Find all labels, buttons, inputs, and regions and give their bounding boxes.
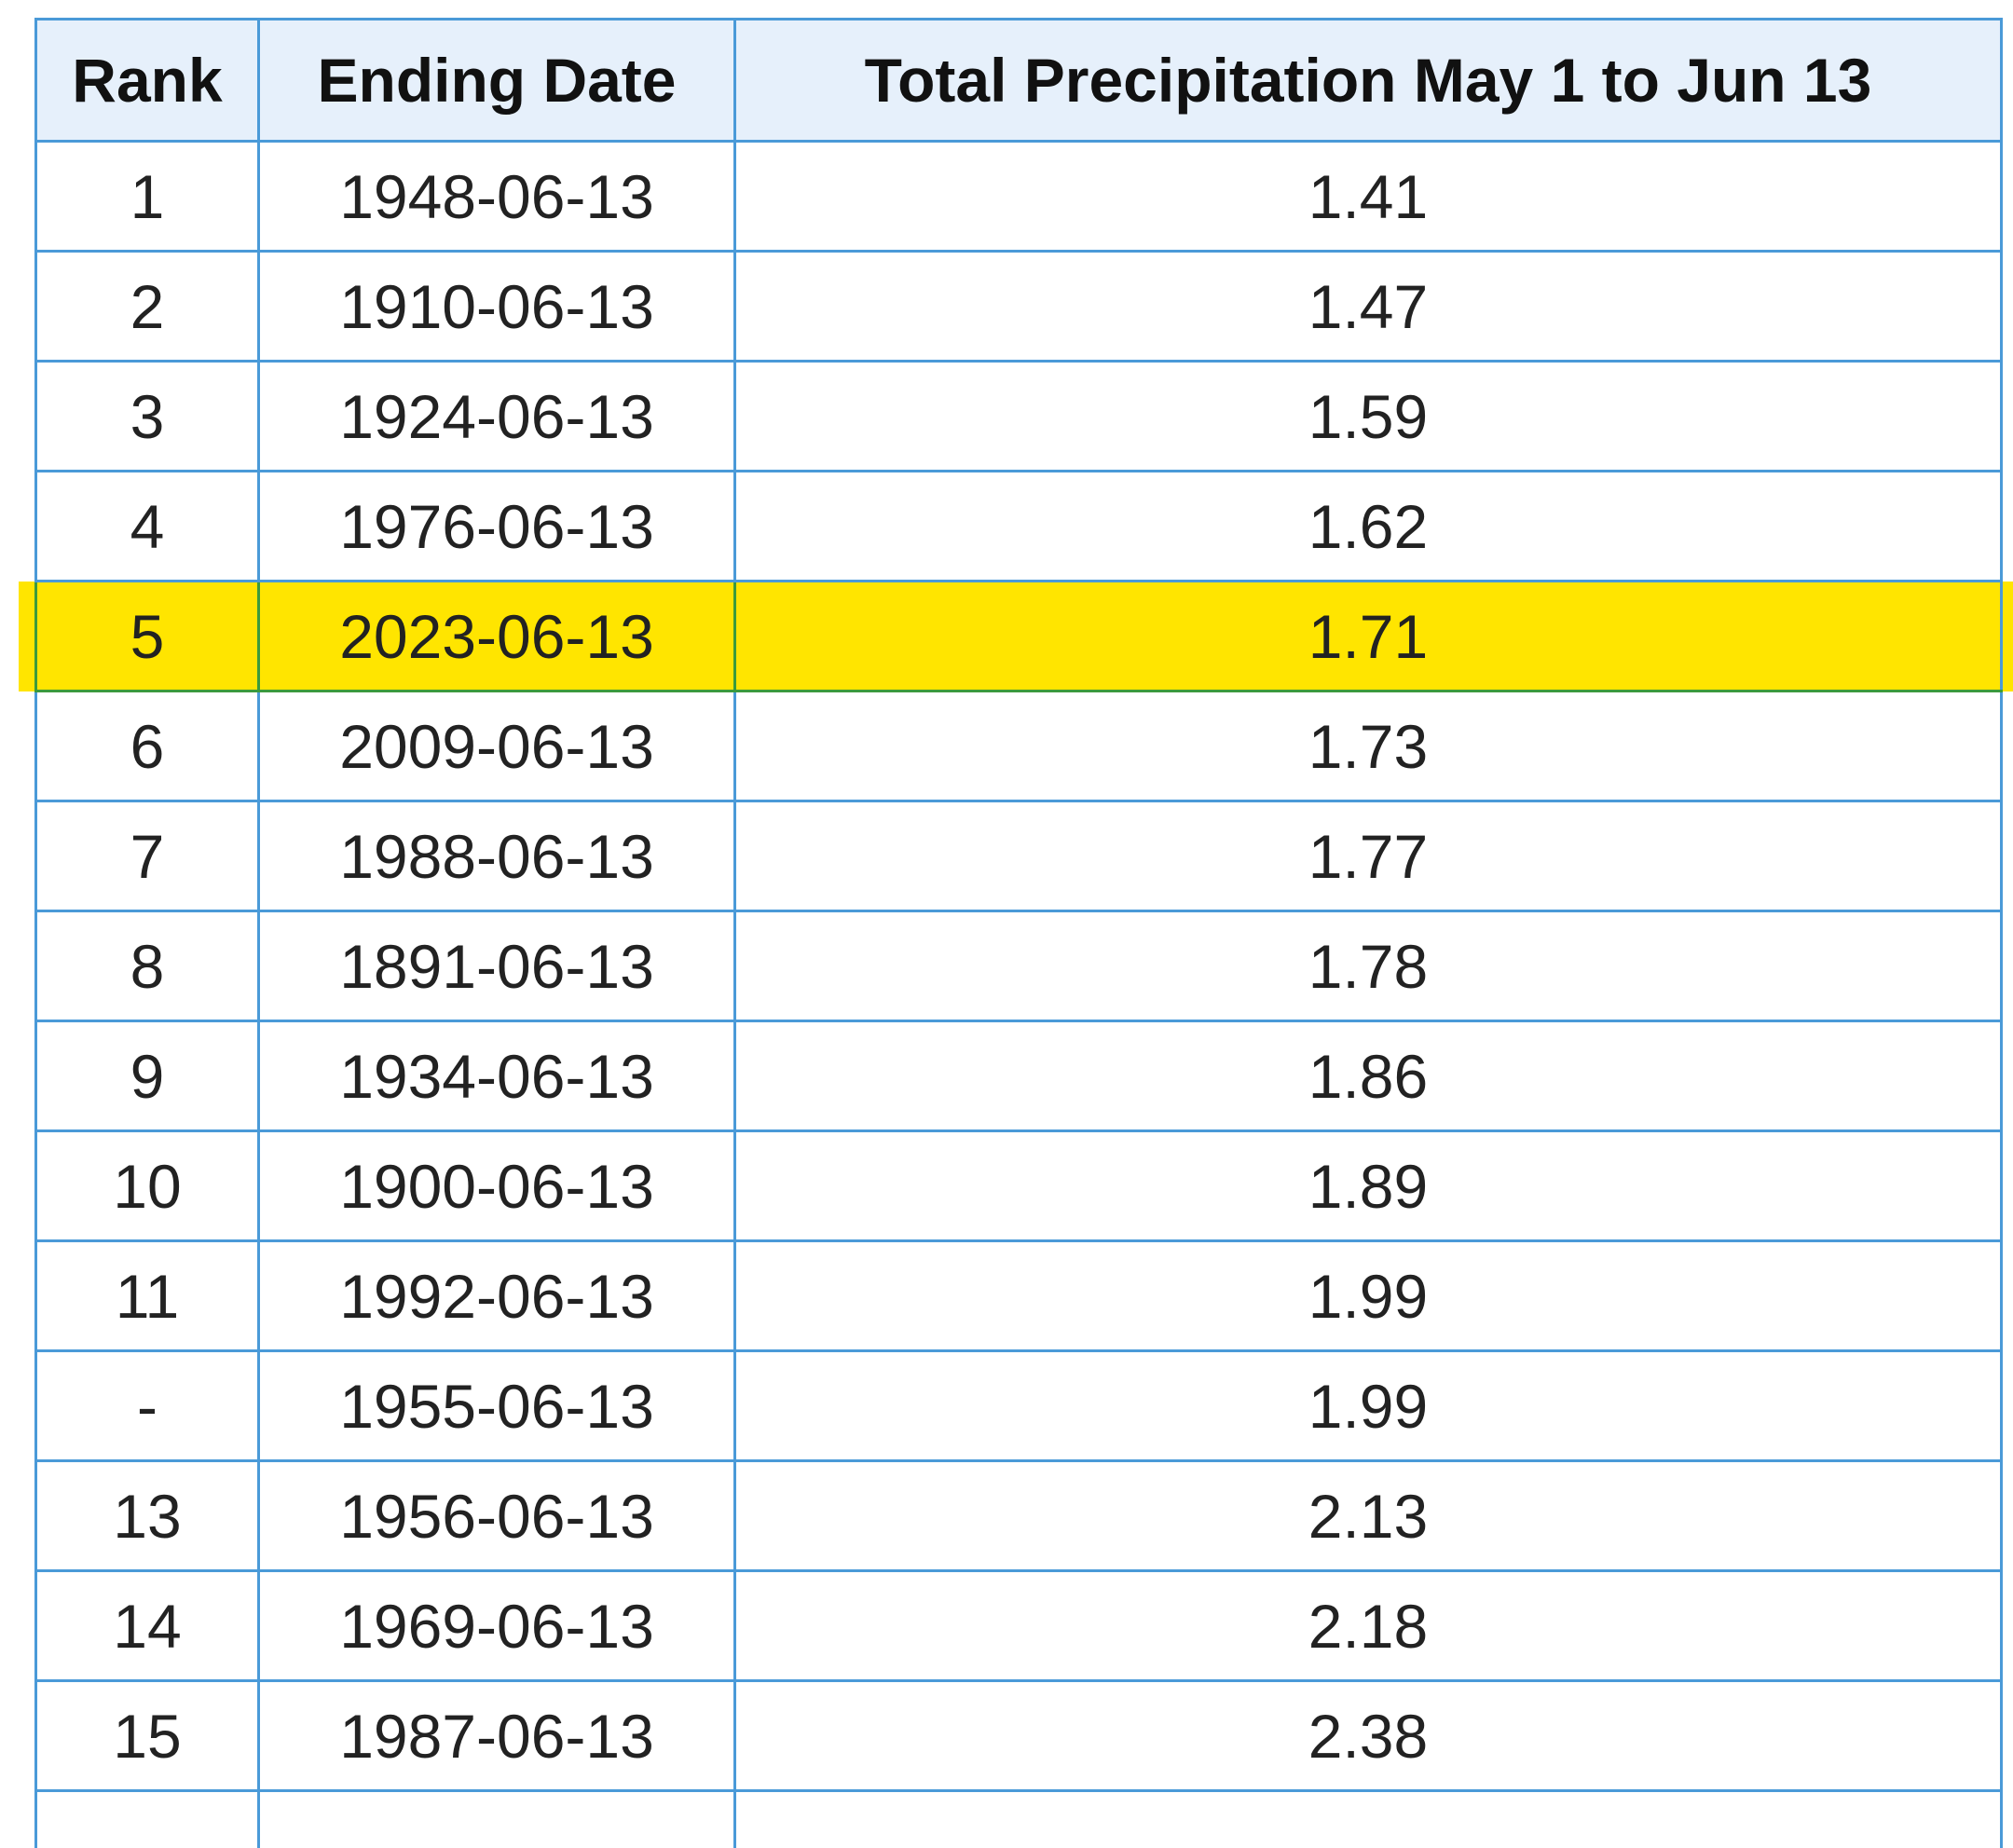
table-cell: 1	[36, 142, 259, 252]
table-cell: 15	[36, 1681, 259, 1791]
table-cell: 13	[36, 1461, 259, 1571]
table-cell: 3	[36, 362, 259, 472]
table-cell: 1.99	[735, 1241, 2002, 1351]
table-cell: 10	[36, 1131, 259, 1241]
table-cell: 14	[36, 1571, 259, 1681]
table-cell: 1924-06-13	[259, 362, 735, 472]
table-cell: 7	[36, 801, 259, 911]
table-cell: 9	[36, 1021, 259, 1131]
header-cell: Ending Date	[259, 20, 735, 142]
table-cell: 1.62	[735, 472, 2002, 582]
table-cell: 1900-06-13	[259, 1131, 735, 1241]
table-cell: 1955-06-13	[259, 1351, 735, 1461]
table-cell: 1.78	[735, 911, 2002, 1021]
table-cell: 1.59	[735, 362, 2002, 472]
table-cell: 2.13	[735, 1461, 2002, 1571]
table-cell: 1.41	[735, 142, 2002, 252]
table-cell: 1.47	[735, 252, 2002, 362]
table-cell: 1910-06-13	[259, 252, 735, 362]
header-row: Rank Ending Date Total Precipitation May…	[36, 20, 2002, 142]
table-row	[36, 1791, 2002, 1848]
table-cell: 1956-06-13	[259, 1461, 735, 1571]
header-cell: Total Precipitation May 1 to Jun 13	[735, 20, 2002, 142]
table-cell: 1.89	[735, 1131, 2002, 1241]
table-cell: -	[36, 1351, 259, 1461]
table-cell	[36, 1791, 259, 1848]
table-cell: 1.86	[735, 1021, 2002, 1131]
table-cell: 1976-06-13	[259, 472, 735, 582]
table-cell: 4	[36, 472, 259, 582]
table-cell	[259, 1791, 735, 1848]
table-cell: 2023-06-13	[259, 582, 735, 691]
table-cell: 1.77	[735, 801, 2002, 911]
table-cell: 1.71	[735, 582, 2002, 691]
table-cell: 1992-06-13	[259, 1241, 735, 1351]
table-cell: 2009-06-13	[259, 691, 735, 801]
table-cell: 1948-06-13	[259, 142, 735, 252]
table-cell: 2.18	[735, 1571, 2002, 1681]
table-cell: 1.73	[735, 691, 2002, 801]
table-cell	[735, 1791, 2002, 1848]
table-cell: 2.38	[735, 1681, 2002, 1791]
table-cell: 6	[36, 691, 259, 801]
table-cell: 2	[36, 252, 259, 362]
table-cell: 5	[36, 582, 259, 691]
table-cell: 11	[36, 1241, 259, 1351]
table-cell: 1891-06-13	[259, 911, 735, 1021]
table-cell: 1987-06-13	[259, 1681, 735, 1791]
rank-table: Rank Ending Date Total Precipitation May…	[34, 18, 2003, 1848]
table-cell: 1969-06-13	[259, 1571, 735, 1681]
table-cell: 1988-06-13	[259, 801, 735, 911]
table-cell: 1.99	[735, 1351, 2002, 1461]
header-cell: Rank	[36, 20, 259, 142]
table-cell: 1934-06-13	[259, 1021, 735, 1131]
table-cell: 8	[36, 911, 259, 1021]
